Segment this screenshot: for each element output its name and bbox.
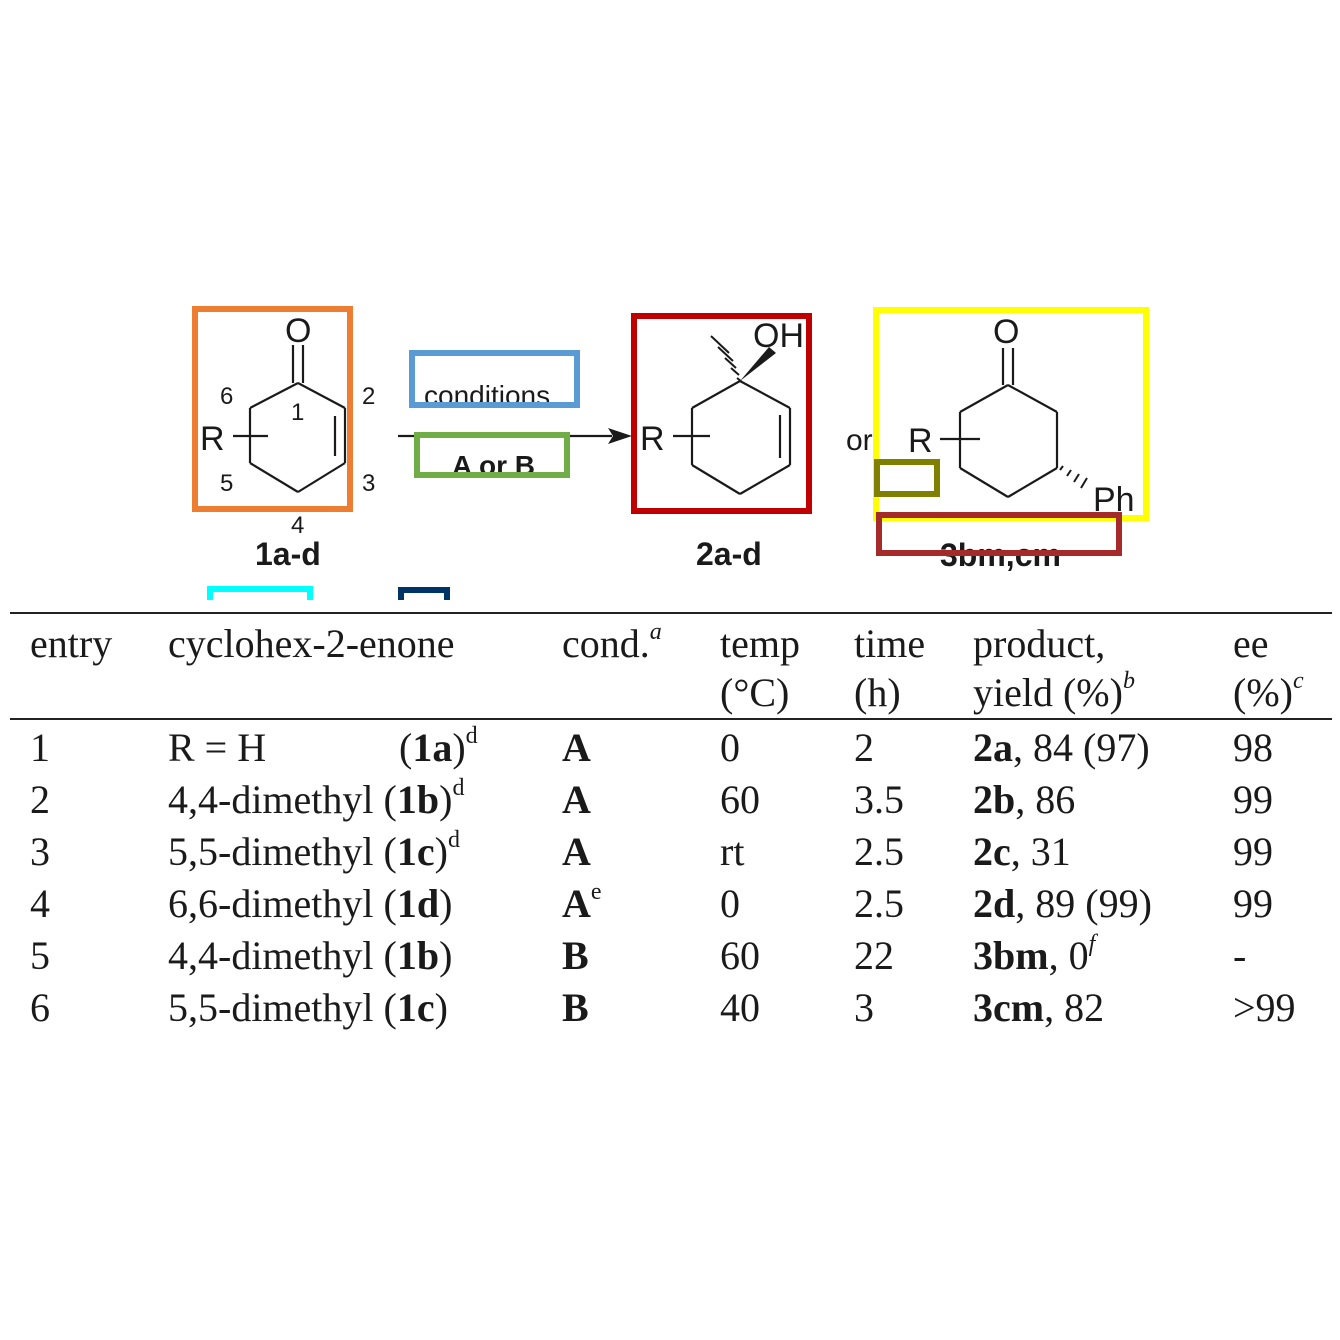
hashed-bond-methyl [710, 335, 743, 383]
row-entry: 3 [30, 829, 50, 874]
ring-number-4: 4 [291, 512, 304, 539]
highlight-box-red [631, 313, 812, 514]
ring-number-5: 5 [220, 470, 233, 497]
row-cond: A [562, 725, 591, 770]
highlight-box-green [414, 432, 570, 478]
bond-p2-a [1007, 384, 1058, 413]
bond-c6-c1 [249, 382, 299, 409]
row-time: 3 [854, 985, 874, 1030]
bond-c4-c5 [249, 462, 299, 493]
bond-p1-d [691, 464, 741, 495]
ring-number-3: 3 [362, 470, 375, 497]
bond-c1-c2 [297, 382, 346, 409]
row-temp: rt [720, 829, 745, 874]
row-cond: B [562, 985, 589, 1030]
reaction-scheme: O R 1 2 3 4 5 6 1a-d conditions A or B O… [192, 306, 1149, 600]
row-time: 3.5 [854, 777, 904, 822]
row-product: 2c, 31 [973, 829, 1071, 874]
row-temp: 0 [720, 881, 740, 926]
row-temp: 60 [720, 777, 760, 822]
row-temp: 60 [720, 933, 760, 978]
row-substrate: 4,4-dimethyl (1b) [168, 933, 453, 978]
reactant-label: 1a-d [255, 536, 321, 572]
row-substrate: 5,5-dimethyl (1c)d [168, 827, 460, 874]
header-cond: cond.a [562, 619, 662, 666]
row-temp: 40 [720, 985, 760, 1030]
row-ee: 98 [1233, 725, 1273, 770]
row-substrate: R = H [168, 725, 267, 770]
row-cond: B [562, 933, 589, 978]
bond-p2-f [959, 384, 1009, 413]
row-product: 3bm, 0f [973, 931, 1096, 978]
row-substrate-code: (1a)d [399, 723, 478, 770]
header-time-unit: (h) [854, 670, 901, 715]
table-header-rule [10, 718, 1332, 720]
row-entry: 2 [30, 777, 50, 822]
header-temp: temp [720, 621, 800, 666]
header-temp-unit: (°C) [720, 670, 790, 715]
atom-o-reactant: O [285, 312, 311, 350]
highlight-box-olive [874, 459, 940, 497]
bond-c3-c4 [297, 462, 346, 493]
header-ee: ee [1233, 621, 1269, 666]
highlight-box-blue [409, 350, 580, 408]
ring-number-1: 1 [291, 399, 304, 426]
table-top-rule [10, 612, 1332, 614]
bond-p2-c [1007, 467, 1058, 498]
row-entry: 1 [30, 725, 50, 770]
row-substrate: 5,5-dimethyl (1c) [168, 985, 448, 1030]
highlight-box-navy [398, 587, 450, 600]
row-time: 2.5 [854, 829, 904, 874]
atom-r-product2: R [908, 422, 933, 460]
header-ee-unit: (%)c [1233, 668, 1304, 715]
bond-p1-f [691, 380, 741, 409]
bond-p1-c [739, 464, 791, 495]
row-ee: 99 [1233, 829, 1273, 874]
row-ee: >99 [1233, 985, 1296, 1030]
row-cond: A [562, 777, 591, 822]
header-entry: entry [30, 621, 113, 666]
reaction-arrow-head [608, 428, 632, 444]
row-cond: Ae [562, 879, 602, 926]
row-substrate: 4,4-dimethyl (1b)d [168, 775, 465, 822]
row-ee: 99 [1233, 881, 1273, 926]
or-text: or [846, 424, 873, 457]
row-product: 2a, 84 (97) [973, 725, 1150, 770]
row-ee: 99 [1233, 777, 1273, 822]
atom-o-product2: O [993, 313, 1019, 351]
row-product: 3cm, 82 [973, 985, 1105, 1030]
highlight-box-brown [876, 512, 1122, 556]
row-entry: 5 [30, 933, 50, 978]
row-time: 22 [854, 933, 894, 978]
header-yield: yield (%)b [973, 668, 1135, 715]
row-ee: - [1233, 933, 1247, 978]
row-time: 2.5 [854, 881, 904, 926]
row-product: 2b, 86 [973, 777, 1076, 822]
header-substrate: cyclohex-2-enone [168, 621, 455, 666]
row-temp: 0 [720, 725, 740, 770]
bond-p1-a [739, 380, 791, 409]
row-time: 2 [854, 725, 874, 770]
atom-r-product1: R [640, 420, 665, 458]
hashed-bond-phenyl [1059, 465, 1088, 489]
wedge-bond-oh [740, 347, 776, 381]
row-product: 2d, 89 (99) [973, 881, 1152, 926]
header-product: product, [973, 621, 1106, 666]
product1-label: 2a-d [696, 536, 762, 572]
ring-number-6: 6 [220, 383, 233, 410]
header-time: time [854, 621, 926, 666]
bond-p2-d [959, 467, 1009, 498]
row-entry: 6 [30, 985, 50, 1030]
atom-r-reactant: R [200, 420, 225, 458]
ring-number-2: 2 [362, 383, 375, 410]
atom-oh: OH [753, 317, 804, 355]
row-cond: A [562, 829, 591, 874]
highlight-box-cyan [207, 586, 313, 600]
row-substrate: 6,6-dimethyl (1d) [168, 881, 453, 926]
row-entry: 4 [30, 881, 50, 926]
highlight-box-orange [192, 306, 353, 512]
